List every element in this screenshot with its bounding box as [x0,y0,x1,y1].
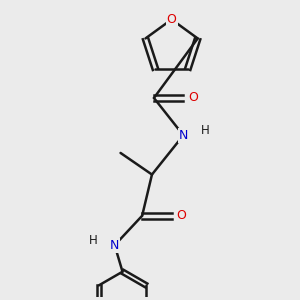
Text: O: O [176,209,186,222]
Text: N: N [110,239,119,252]
Text: O: O [188,92,198,104]
Text: N: N [179,129,188,142]
Text: H: H [201,124,209,137]
Text: H: H [89,234,98,247]
Text: O: O [167,13,176,26]
